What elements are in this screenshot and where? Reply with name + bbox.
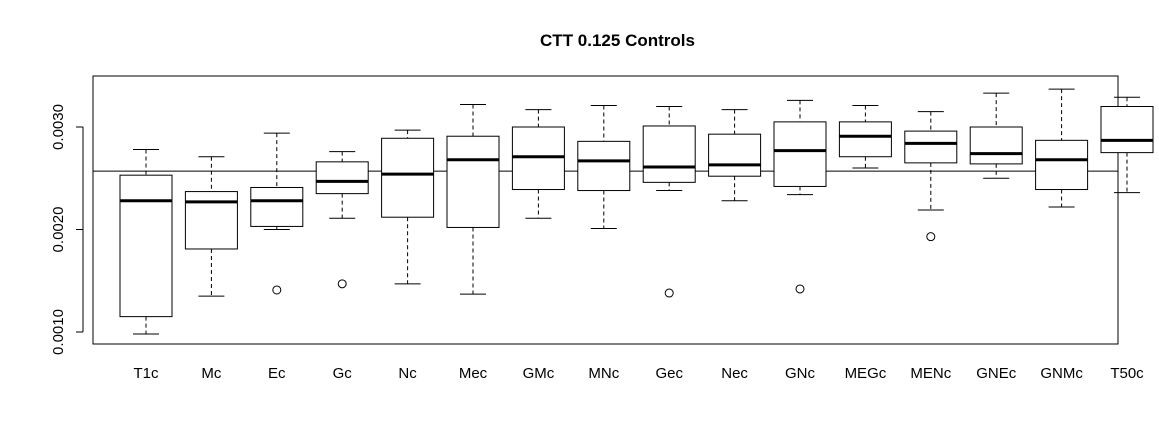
x-tick-label: MNc (588, 365, 619, 382)
box-iqr (511, 126, 565, 191)
box-Gec (642, 106, 696, 298)
outlier-point (926, 232, 936, 242)
box-iqr (381, 137, 435, 218)
box-iqr (1035, 139, 1089, 191)
box-iqr (577, 140, 631, 192)
box-Nec (708, 109, 762, 202)
outlier-point (337, 279, 347, 289)
box-iqr (119, 174, 173, 318)
y-tick-label: 0.0010 (50, 309, 67, 355)
box-GNMc (1035, 88, 1089, 208)
box-iqr (250, 186, 304, 227)
box-GMc (511, 109, 565, 219)
x-tick-label: GNc (785, 365, 816, 382)
box-MNc (577, 104, 631, 229)
x-tick-label: T1c (133, 365, 159, 382)
box-Mc (184, 156, 238, 297)
box-iqr (315, 161, 369, 195)
box-iqr (969, 126, 1023, 165)
plot-frame (92, 75, 1119, 345)
box-MENc (904, 111, 958, 242)
box-Ec (250, 132, 304, 295)
box-iqr (184, 191, 238, 250)
box-GNEc (969, 92, 1023, 179)
chart-title: CTT 0.125 Controls (540, 31, 695, 50)
y-tick-label: 0.0020 (50, 207, 67, 253)
box-iqr (446, 135, 500, 228)
x-tick-label: Mc (201, 365, 221, 382)
x-tick-label: T50c (1110, 365, 1144, 382)
box-Nc (381, 129, 435, 285)
box-MEGc (838, 104, 892, 169)
x-tick-label: GMc (523, 365, 555, 382)
x-tick-label: MENc (910, 365, 951, 382)
outlier-point (664, 288, 674, 298)
x-tick-label: Gec (655, 365, 683, 382)
box-iqr (708, 133, 762, 177)
box-iqr (773, 121, 827, 187)
box-T1c (119, 149, 173, 335)
box-Gc (315, 151, 369, 289)
x-tick-label: Nc (398, 365, 417, 382)
outlier-point (272, 285, 282, 295)
box-iqr (1100, 106, 1154, 154)
box-iqr (838, 121, 892, 158)
y-tick-label: 0.0030 (50, 104, 67, 150)
x-tick-label: Gc (333, 365, 353, 382)
x-tick-label: MEGc (845, 365, 887, 382)
x-tick-label: Nec (721, 365, 748, 382)
box-iqr (904, 130, 958, 164)
x-tick-label: Mec (459, 365, 488, 382)
box-Mec (446, 103, 500, 295)
box-T50c (1100, 96, 1154, 194)
x-tick-label: GNMc (1040, 365, 1083, 382)
box-iqr (642, 125, 696, 183)
box-GNc (773, 99, 827, 294)
x-tick-label: GNEc (976, 365, 1017, 382)
outlier-point (795, 284, 805, 294)
x-tick-label: Ec (268, 365, 286, 382)
